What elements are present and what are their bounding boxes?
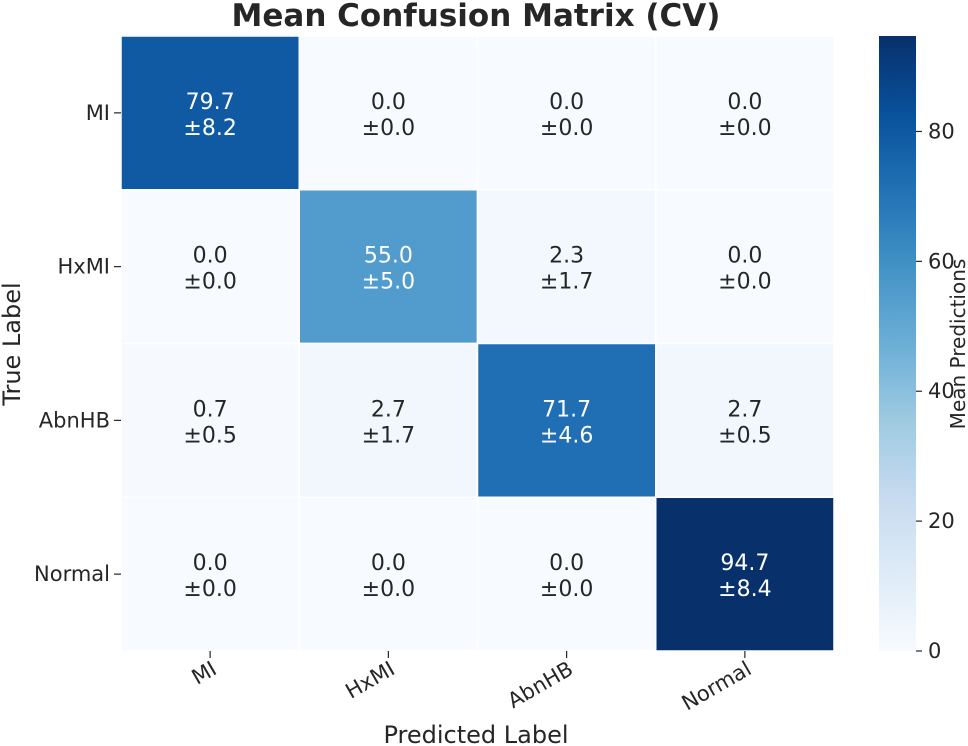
heatmap-cell [655,496,835,652]
x-tick-label: AbnHB [503,657,577,713]
y-axis-ticks: MI HxMI AbnHB Normal [34,101,121,586]
heatmap-cells: 79.7±8.20.0±0.00.0±0.00.0±0.00.0±0.055.0… [120,35,835,652]
colorbar-tick-label: 40 [928,379,955,403]
cell-mean-label: 79.7 [186,90,235,115]
heatmap-cell [120,189,300,345]
heatmap-cell [298,189,479,345]
cell-std-label: ±1.7 [362,423,415,448]
colorbar-tick-label: 60 [928,249,955,273]
cell-mean-label: 0.0 [549,90,584,115]
cell-mean-label: 0.0 [193,244,228,269]
cell-std-label: ±0.0 [362,116,415,141]
colorbar-label: Mean Predictions [946,259,968,430]
cell-std-label: ±0.0 [362,577,415,602]
cell-std-label: ±8.2 [183,116,236,141]
cell-mean-label: 71.7 [542,397,591,422]
cell-std-label: ±0.0 [183,270,236,295]
cell-std-label: ±4.6 [540,423,593,448]
heatmap-cell [120,496,300,652]
cell-std-label: ±0.0 [183,577,236,602]
cell-mean-label: 2.3 [549,244,584,269]
cell-std-label: ±8.4 [718,577,771,602]
x-axis-label: Predicted Label [383,721,568,746]
y-tick-label: MI [86,101,110,125]
colorbar-tick-label: 0 [928,639,941,663]
cell-std-label: ±0.0 [718,116,771,141]
x-tick-label: MI [188,657,221,690]
colorbar [879,36,916,651]
x-axis-ticks: MI HxMI AbnHB Normal [188,651,756,716]
x-tick-label: Normal [678,657,756,716]
cell-mean-label: 94.7 [720,551,769,576]
heatmap-cell [298,35,479,191]
colorbar-tick-label: 20 [928,509,955,533]
cell-std-label: ±0.0 [540,116,593,141]
heatmap-cell [298,342,479,498]
cell-mean-label: 0.0 [193,551,228,576]
cell-std-label: ±1.7 [540,270,593,295]
cell-mean-label: 0.0 [727,244,762,269]
y-tick-label: HxMI [57,255,110,279]
cell-std-label: ±0.5 [183,423,236,448]
cell-mean-label: 0.0 [549,551,584,576]
colorbar-tick-label: 80 [928,119,955,143]
cell-mean-label: 0.7 [193,397,228,422]
heatmap-cell [298,496,479,652]
cell-std-label: ±0.5 [718,423,771,448]
cell-std-label: ±0.0 [718,270,771,295]
heatmap-cell [120,35,300,191]
y-tick-label: AbnHB [39,408,110,432]
cell-mean-label: 2.7 [727,397,762,422]
heatmap-cell [655,189,835,345]
cell-std-label: ±0.0 [540,577,593,602]
heatmap-cell [655,342,835,498]
cell-mean-label: 55.0 [364,244,413,269]
cell-mean-label: 0.0 [727,90,762,115]
chart-title: Mean Confusion Matrix (CV) [232,0,721,34]
heatmap-cell [476,35,657,191]
y-tick-label: Normal [34,562,110,586]
cell-mean-label: 0.0 [371,551,406,576]
heatmap-cell [655,35,835,191]
cell-mean-label: 2.7 [371,397,406,422]
x-tick-label: HxMI [341,657,398,704]
y-axis-label: True Label [0,282,26,406]
heatmap-cell [476,496,657,652]
cell-mean-label: 0.0 [371,90,406,115]
cell-std-label: ±5.0 [362,270,415,295]
colorbar-ticks: 0 20 40 60 80 [916,119,955,663]
